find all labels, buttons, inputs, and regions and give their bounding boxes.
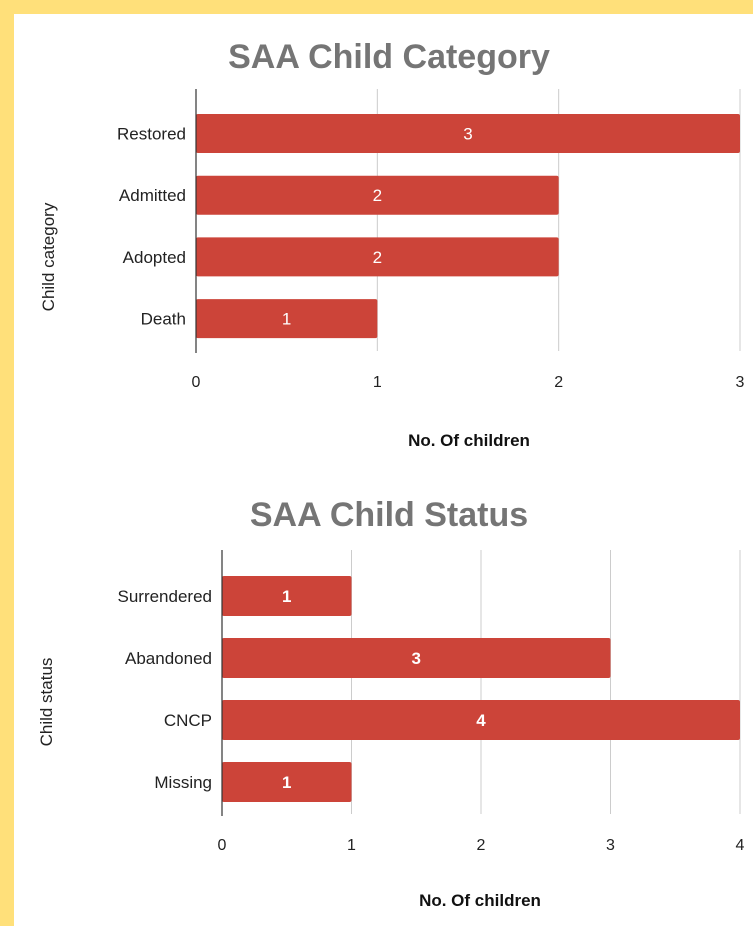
x-tick-label: 1 bbox=[347, 837, 356, 854]
category-label: Surrendered bbox=[117, 587, 212, 606]
bar bbox=[222, 638, 611, 678]
bar bbox=[222, 576, 352, 616]
chart-card: SAA Child Category Child category No. Of… bbox=[14, 14, 753, 926]
x-tick-label: 2 bbox=[477, 837, 486, 854]
x-tick-label: 0 bbox=[192, 374, 201, 391]
data-label: 2 bbox=[373, 248, 382, 267]
data-label: 2 bbox=[373, 186, 382, 205]
data-label: 1 bbox=[282, 310, 291, 329]
bars: 3 2 2 1 bbox=[195, 89, 740, 353]
x-tick-label: 3 bbox=[606, 837, 615, 854]
category-label: Death bbox=[141, 310, 186, 329]
category-label: Restored bbox=[117, 125, 186, 144]
category-label: Adopted bbox=[123, 248, 186, 267]
data-label: 1 bbox=[282, 587, 291, 606]
category-labels: Surrendered Abandoned CNCP Missing bbox=[117, 587, 212, 792]
bar bbox=[222, 700, 740, 740]
tick-labels: 0 1 2 3 4 bbox=[218, 837, 745, 854]
gridlines bbox=[351, 550, 741, 814]
bar bbox=[196, 114, 740, 153]
data-label: 3 bbox=[463, 125, 472, 144]
chart-child-status: SAA Child Status Child status No. Of chi… bbox=[37, 496, 745, 910]
charts-svg: SAA Child Category Child category No. Of… bbox=[37, 38, 745, 910]
chart-child-category: SAA Child Category Child category No. Of… bbox=[39, 38, 745, 450]
category-label: Admitted bbox=[119, 186, 186, 205]
x-tick-label: 0 bbox=[218, 837, 227, 854]
data-label: 4 bbox=[476, 711, 486, 730]
category-label: Abandoned bbox=[125, 649, 212, 668]
x-tick-label: 3 bbox=[736, 374, 745, 391]
bar bbox=[196, 299, 378, 339]
y-axis-label: Child status bbox=[37, 658, 56, 747]
x-axis-label: No. Of children bbox=[408, 431, 530, 450]
x-tick-label: 1 bbox=[373, 374, 382, 391]
x-tick-label: 2 bbox=[554, 374, 563, 391]
bar bbox=[222, 762, 352, 802]
category-label: Missing bbox=[154, 773, 212, 792]
x-tick-label: 4 bbox=[736, 837, 745, 854]
chart-title: SAA Child Category bbox=[228, 38, 550, 76]
data-label: 3 bbox=[412, 649, 421, 668]
tick-labels: 0 1 2 3 bbox=[192, 374, 745, 391]
category-labels: Restored Admitted Adopted Death bbox=[117, 125, 186, 329]
chart-title: SAA Child Status bbox=[250, 496, 528, 534]
bar bbox=[196, 175, 559, 215]
category-label: CNCP bbox=[164, 711, 212, 730]
x-axis-label: No. Of children bbox=[419, 891, 541, 910]
y-axis-label: Child category bbox=[39, 202, 58, 311]
bar bbox=[196, 237, 559, 277]
bars: 1 3 4 1 bbox=[221, 550, 740, 816]
data-label: 1 bbox=[282, 773, 291, 792]
